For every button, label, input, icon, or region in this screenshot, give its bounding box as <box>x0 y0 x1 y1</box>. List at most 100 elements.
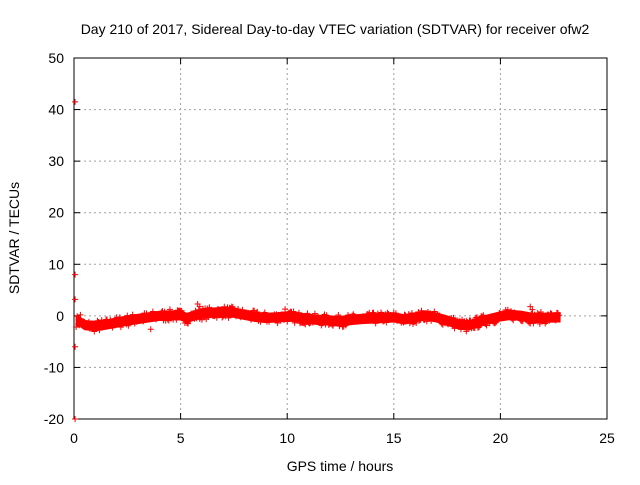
data-point <box>129 311 136 318</box>
data-point <box>74 313 81 320</box>
data-point <box>166 306 173 313</box>
data-point <box>462 323 469 330</box>
data-point <box>479 313 486 320</box>
data-point <box>372 320 379 327</box>
data-point <box>367 316 374 323</box>
data-point <box>445 321 452 328</box>
y-axis-label: SDTVAR / TECUs <box>6 182 22 294</box>
data-point <box>86 325 93 332</box>
data-point <box>537 308 544 315</box>
data-point <box>148 311 155 318</box>
x-tick-label: 5 <box>177 430 185 446</box>
data-point <box>511 309 518 316</box>
data-point <box>208 307 215 314</box>
y-tick-label: -20 <box>44 411 64 427</box>
data-point <box>117 324 124 331</box>
data-point <box>291 319 298 326</box>
data-point <box>218 308 225 315</box>
data-point <box>293 313 300 320</box>
data-point <box>306 320 313 327</box>
data-point <box>515 313 522 320</box>
data-point <box>368 315 375 322</box>
x-tick-label: 0 <box>70 430 78 446</box>
data-point <box>418 307 425 314</box>
data-point <box>185 320 192 327</box>
data-point <box>404 313 411 320</box>
data-point <box>80 318 87 325</box>
data-point <box>532 317 539 324</box>
data-point <box>183 320 190 327</box>
data-point <box>95 318 102 325</box>
data-point <box>334 318 341 325</box>
data-point <box>195 306 202 313</box>
data-point <box>552 317 559 324</box>
y-tick-label: 40 <box>48 102 64 118</box>
data-point <box>235 305 242 312</box>
data-point <box>469 318 476 325</box>
x-tick-label: 15 <box>386 430 402 446</box>
data-point <box>161 308 168 315</box>
data-point <box>473 314 480 321</box>
data-point <box>457 326 464 333</box>
data-point <box>75 321 82 328</box>
data-point <box>484 316 491 323</box>
data-point <box>247 316 254 323</box>
data-point <box>107 316 114 323</box>
data-point <box>101 320 108 327</box>
data-point <box>401 311 408 318</box>
data-point <box>233 313 240 320</box>
data-point <box>239 306 246 313</box>
data-point <box>415 308 422 315</box>
data-point <box>399 314 406 321</box>
data-point <box>272 316 279 323</box>
data-point <box>383 319 390 326</box>
data-point <box>72 98 79 105</box>
data-point <box>207 309 214 316</box>
data-point <box>163 313 170 320</box>
data-point <box>429 315 436 322</box>
data-point <box>451 325 458 332</box>
data-point <box>400 319 407 326</box>
data-point <box>508 308 515 315</box>
data-point <box>343 320 350 327</box>
data-point <box>284 318 291 325</box>
data-point <box>423 318 430 325</box>
data-point <box>72 296 79 303</box>
data-point <box>85 318 92 325</box>
data-point <box>540 313 547 320</box>
data-point <box>157 314 164 321</box>
x-axis-label: GPS time / hours <box>287 458 394 474</box>
data-point <box>196 303 203 310</box>
data-point <box>241 313 248 320</box>
data-point <box>140 318 147 325</box>
data-point <box>324 317 331 324</box>
data-point <box>370 309 377 316</box>
data-point <box>396 316 403 323</box>
data-point <box>533 316 540 323</box>
data-point <box>88 324 95 331</box>
x-tick-label: 10 <box>279 430 295 446</box>
data-point <box>395 312 402 319</box>
data-point <box>510 317 517 324</box>
data-point <box>249 315 256 322</box>
data-point <box>516 312 523 319</box>
data-point <box>437 314 444 321</box>
chart-title: Day 210 of 2017, Sidereal Day-to-day VTE… <box>81 21 590 37</box>
data-point <box>257 318 264 325</box>
data-point <box>258 314 265 321</box>
data-point <box>405 311 412 318</box>
data-point <box>72 271 79 278</box>
data-point <box>323 312 330 319</box>
data-point <box>477 321 484 328</box>
data-point <box>506 310 513 317</box>
data-point <box>556 312 563 319</box>
data-point <box>492 320 499 327</box>
data-point <box>201 308 208 315</box>
data-point <box>333 317 340 324</box>
data-point <box>526 319 533 326</box>
data-point <box>483 322 490 329</box>
data-point <box>493 319 500 326</box>
data-point <box>206 304 213 311</box>
